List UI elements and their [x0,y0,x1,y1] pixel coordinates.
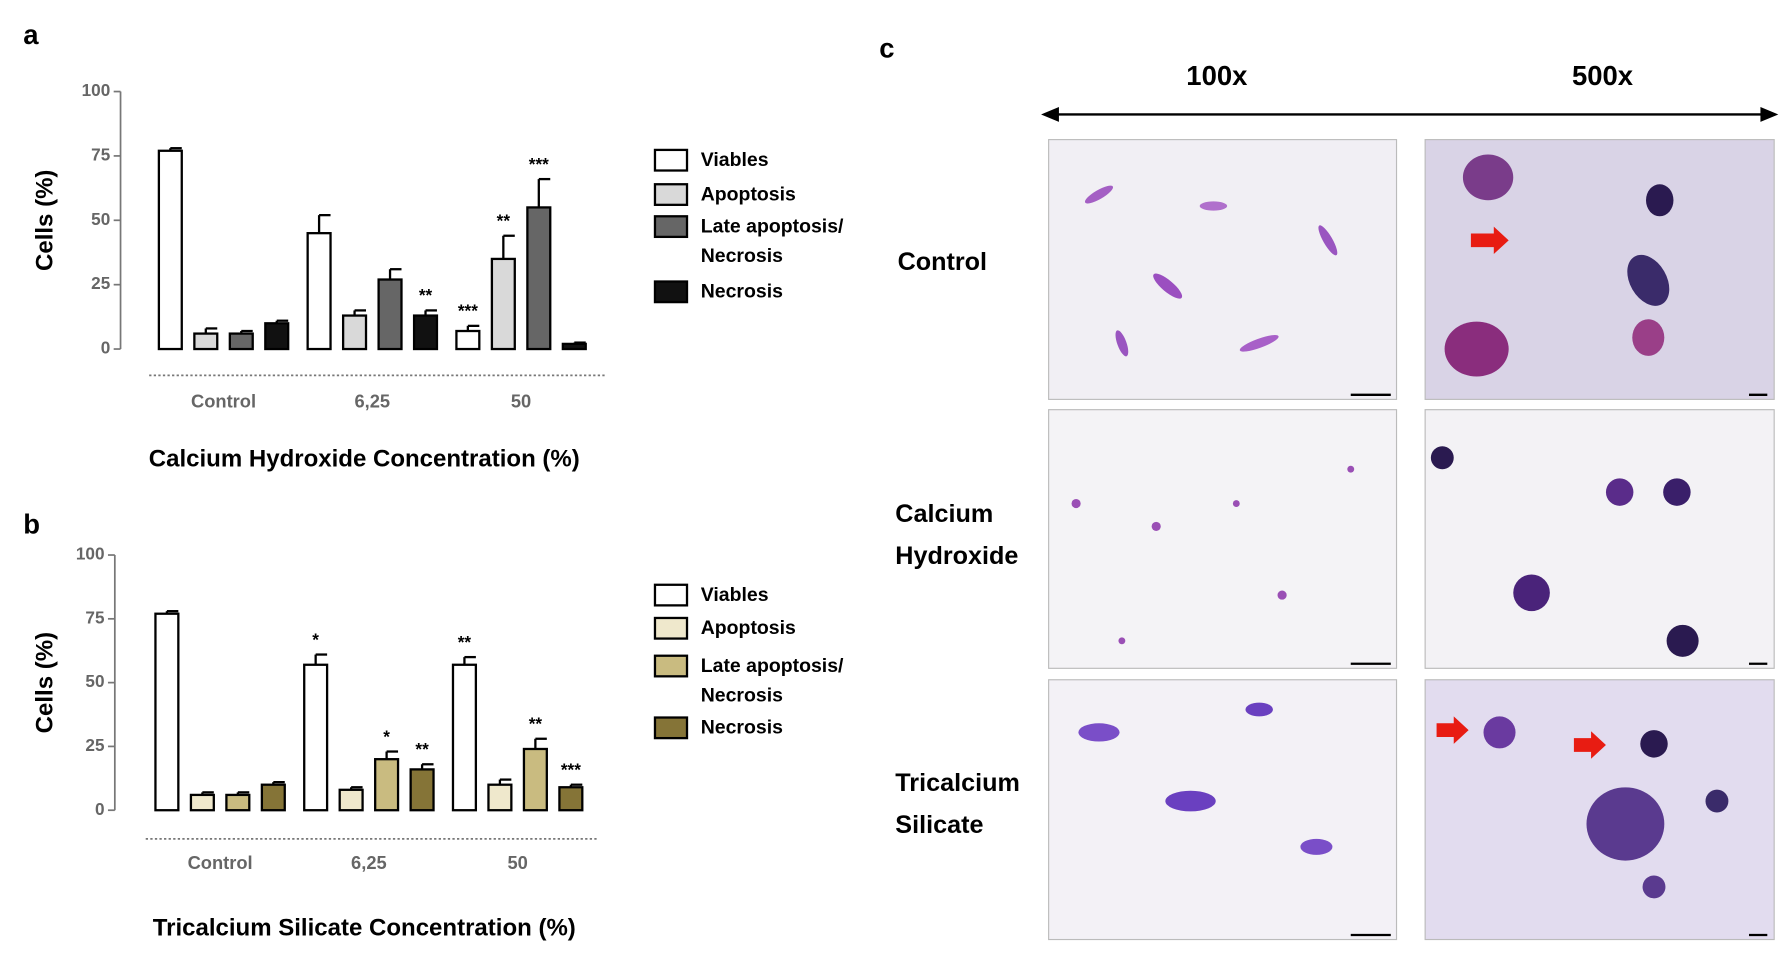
significance: ** [497,211,511,231]
micrograph [1424,409,1775,669]
bar [522,747,548,812]
bar [487,783,513,812]
y-tick-label: 75 [85,607,105,627]
legend-entry: Necrosis [700,280,783,303]
legend-swatch [653,183,689,206]
legend-entry: Late apoptosis/ Necrosis [700,654,844,707]
bar [412,314,439,351]
micrographs [1048,139,1775,941]
bar [264,322,290,351]
legend-swatch [653,654,689,678]
panel-label: b [23,509,40,540]
legend-label: Late apoptosis/ Necrosis [700,215,844,267]
bar [558,786,584,812]
bar [189,793,215,812]
y-tick-label: 50 [85,671,104,691]
bar [526,206,552,351]
legend-label: Viables [700,583,769,606]
legend-swatch [653,583,689,607]
legend-label: Apoptosis [700,183,796,205]
significance: ** [415,739,429,759]
bar [341,314,368,351]
x-tick-label: Control [188,852,253,873]
row-label: Tricalcium Silicate [895,767,1020,839]
row-label-box: Calcium Hydroxide [895,498,1019,570]
bar [455,329,481,351]
bar [338,788,364,812]
significance: *** [529,154,549,174]
legend-label: Necrosis [700,280,783,303]
bar [154,612,180,812]
bar [451,663,478,812]
legend-swatch [653,616,689,640]
cells [1071,154,1768,937]
y-tick-label: 100 [76,544,105,564]
legend-swatch [653,280,689,304]
significance: *** [458,301,478,321]
bar [303,663,329,812]
legend-entry: Viables [700,148,769,171]
y-tick-label: 25 [91,273,111,293]
significance: *** [561,759,581,779]
row-label: Calcium Hydroxide [895,498,1019,570]
row-label-box: Tricalcium Silicate [895,767,1020,839]
y-tick-label: 50 [91,209,110,229]
row-label: Control [898,248,987,276]
micrograph [1048,679,1398,941]
significance: ** [458,632,472,652]
bar [306,232,332,351]
legend-swatch [653,148,689,172]
y-axis-label: Cells (%) [32,632,59,733]
significance: ** [419,285,433,305]
x-tick-label: Control [191,391,256,412]
legend-label: Viables [700,148,769,171]
bar [157,149,183,351]
x-tick-label: 6,25 [351,852,387,873]
y-tick-label: 25 [85,735,105,755]
legend-entry: Late apoptosis/ Necrosis [700,215,844,267]
bar [561,342,587,351]
y-tick-label: 0 [95,799,105,819]
bar [409,768,435,812]
bar [228,332,254,351]
legend-entry: Apoptosis [700,616,796,639]
column-label: 100x [1186,60,1248,91]
legend-swatch [653,215,689,239]
micrograph [1048,409,1398,669]
significance: * [312,629,319,649]
x-tick-label: 6,25 [354,391,390,412]
x-tick-label: 50 [511,391,531,412]
x-axis-label: Calcium Hydroxide Concentration (%) [149,445,580,472]
bar [490,257,516,351]
y-axis-label: Cells (%) [32,170,59,271]
column-label: 500x [1572,60,1634,91]
legend-entry: Apoptosis [700,183,796,205]
legend-label: Apoptosis [700,616,796,639]
bar [225,793,251,812]
bar [374,758,400,812]
y-tick-label: 100 [82,80,111,100]
micrograph [1048,139,1398,400]
bar [377,278,403,351]
panel-label: c [879,33,894,64]
legend-swatch [653,716,689,740]
y-tick-label: 0 [101,338,111,358]
legend-entry: Viables [700,583,769,606]
x-tick-label: 50 [507,852,527,873]
panel-label: a [23,19,39,50]
legend-label: Late apoptosis/ Necrosis [700,654,844,707]
y-tick-label: 75 [91,144,111,164]
x-axis-label: Tricalcium Silicate Concentration (%) [153,915,576,942]
bar [193,332,219,351]
bar [260,783,286,812]
legend-entry: Necrosis [700,716,783,739]
significance: * [383,726,390,746]
significance: ** [529,714,543,734]
legend-label: Necrosis [700,716,783,739]
scale-arrow [1041,106,1779,122]
